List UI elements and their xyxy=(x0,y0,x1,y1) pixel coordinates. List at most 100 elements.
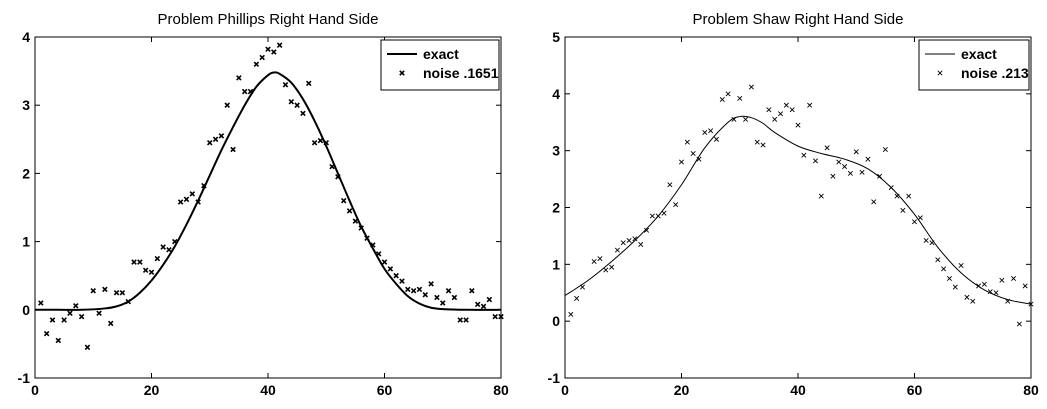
data-point-marker xyxy=(842,164,848,170)
data-point-marker xyxy=(859,169,865,175)
legend-box xyxy=(918,39,1030,91)
data-point-marker xyxy=(830,173,836,179)
data-point-marker xyxy=(591,258,597,265)
data-point-marker xyxy=(684,139,690,145)
data-point-marker xyxy=(952,284,958,290)
data-point-marker xyxy=(451,294,458,301)
data-point-marker xyxy=(346,208,353,214)
data-point-marker xyxy=(923,237,929,243)
data-point-marker xyxy=(719,96,725,103)
data-point-marker xyxy=(993,290,999,296)
chart-title: Problem Shaw Right Hand Side xyxy=(693,11,904,28)
data-point-marker xyxy=(1011,276,1017,282)
data-point-marker xyxy=(888,185,894,191)
data-point-marker xyxy=(259,54,265,61)
data-point-marker xyxy=(644,227,650,233)
data-point-marker xyxy=(212,136,219,143)
data-point-marker xyxy=(871,199,877,205)
data-point-marker xyxy=(340,197,347,204)
data-point-marker xyxy=(725,91,731,97)
data-point-marker xyxy=(294,102,300,108)
data-point-marker xyxy=(836,159,842,165)
x-tick-label: 80 xyxy=(493,382,509,398)
data-point-marker xyxy=(410,287,417,294)
data-point-marker xyxy=(183,196,190,203)
data-point-marker xyxy=(201,182,207,189)
data-point-marker xyxy=(486,296,493,303)
data-point-marker xyxy=(894,193,900,199)
data-point-marker xyxy=(439,300,446,306)
data-point-marker xyxy=(754,139,760,145)
series-line-exact xyxy=(35,71,502,311)
data-point-marker xyxy=(113,289,120,296)
data-point-marker xyxy=(708,128,714,134)
data-point-marker xyxy=(614,247,620,253)
data-point-marker xyxy=(999,277,1005,283)
chart-title: Problem Phillips Right Hand Side xyxy=(158,11,379,28)
data-point-marker xyxy=(597,256,603,262)
data-point-marker xyxy=(1028,301,1034,307)
data-point-marker xyxy=(247,88,254,95)
data-point-marker xyxy=(271,49,277,55)
data-point-marker xyxy=(358,225,364,231)
data-point-marker xyxy=(253,61,260,68)
data-point-marker xyxy=(189,191,196,197)
data-point-marker xyxy=(422,292,429,298)
data-point-marker xyxy=(807,102,813,108)
data-point-marker xyxy=(206,139,213,146)
data-point-marker xyxy=(335,174,341,180)
data-point-marker xyxy=(399,278,405,284)
y-tick-label: 3 xyxy=(22,97,30,113)
data-point-marker xyxy=(609,264,615,270)
data-point-marker xyxy=(620,240,626,246)
data-point-marker xyxy=(84,344,91,351)
data-point-marker xyxy=(941,266,947,272)
data-point-marker xyxy=(73,302,79,309)
data-point-marker xyxy=(387,266,394,272)
data-point-marker xyxy=(702,129,708,135)
data-point-marker xyxy=(673,202,679,208)
data-point-marker xyxy=(661,210,667,216)
data-point-marker xyxy=(917,215,923,221)
data-point-marker xyxy=(154,255,161,262)
data-point-marker xyxy=(119,289,126,296)
legend-box xyxy=(380,39,500,91)
data-point-marker xyxy=(457,317,463,323)
data-point-marker xyxy=(958,262,964,268)
data-point-marker xyxy=(364,235,370,241)
x-tick-label: 20 xyxy=(144,382,160,398)
x-tick-label: 80 xyxy=(1023,382,1039,398)
data-point-marker xyxy=(78,313,85,320)
data-point-marker xyxy=(987,289,993,295)
data-point-marker xyxy=(626,237,632,243)
y-tick-label: 2 xyxy=(552,200,560,216)
data-point-marker xyxy=(877,173,883,179)
data-point-marker xyxy=(306,80,312,87)
data-point-marker xyxy=(61,317,67,323)
data-point-marker xyxy=(737,95,743,101)
data-point-marker xyxy=(638,241,644,247)
data-point-marker xyxy=(317,137,324,144)
data-point-marker xyxy=(125,298,131,305)
data-point-marker xyxy=(935,257,941,263)
data-point-marker xyxy=(649,213,655,219)
data-point-marker xyxy=(795,122,801,128)
data-point-marker xyxy=(393,272,399,279)
y-tick-label: 5 xyxy=(552,29,560,45)
data-point-marker xyxy=(766,107,772,113)
data-point-marker xyxy=(463,317,469,323)
data-point-marker xyxy=(329,163,335,170)
data-point-marker xyxy=(195,199,201,205)
data-point-marker xyxy=(655,213,661,219)
data-point-marker xyxy=(853,149,859,155)
data-point-marker xyxy=(748,84,754,90)
y-tick-label: 4 xyxy=(22,29,30,45)
data-point-marker xyxy=(778,111,784,117)
data-point-marker xyxy=(107,320,114,327)
data-point-marker xyxy=(241,88,248,95)
data-point-marker xyxy=(172,238,178,245)
data-point-marker xyxy=(865,156,871,162)
